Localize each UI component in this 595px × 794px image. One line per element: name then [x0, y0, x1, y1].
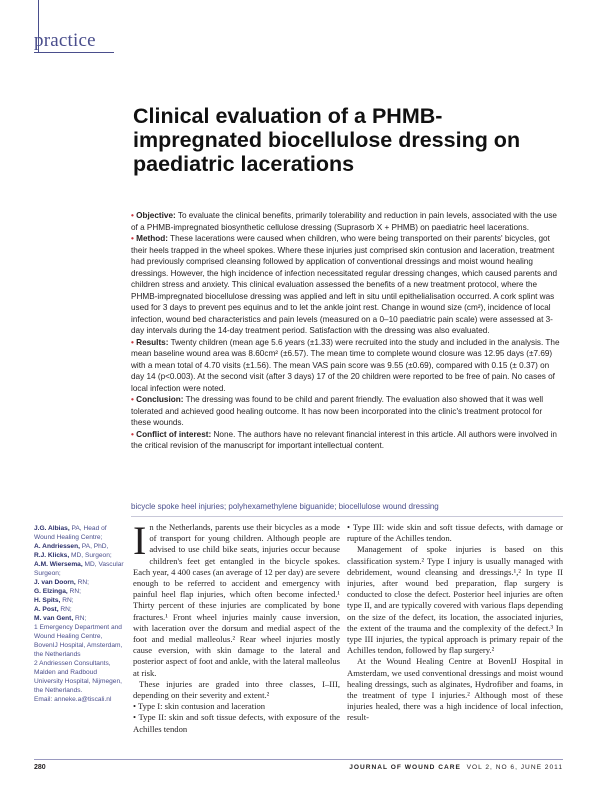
body-column-1: I n the Netherlands, parents use their b…: [133, 518, 340, 735]
keywords: bicycle spoke heel injuries; polyhexamet…: [131, 502, 439, 511]
list-item: • Type II: skin and soft tissue defects,…: [133, 712, 340, 734]
bullet-icon: •: [131, 211, 137, 220]
body-column-2: • Type III: wide skin and soft tissue de…: [347, 522, 563, 724]
footer-rule: [34, 759, 563, 760]
abstract-method: • Method: These lacerations were caused …: [131, 234, 558, 335]
list-item: • Type I: skin contusion and laceration: [133, 701, 266, 712]
author-entry: M. van Gent, RN;: [34, 615, 87, 622]
keywords-rule: [131, 516, 563, 517]
author-email: Email: anneke.a@tiscali.nl: [34, 696, 112, 703]
section-rule: [34, 52, 114, 53]
author-entry: A.M. Wiersema, MD, Vascular Surgeon;: [34, 561, 124, 577]
abstract-conclusion: • Conclusion: The dressing was found to …: [131, 395, 544, 427]
author-entry: J.G. Albias, PA, Head of Wound Healing C…: [34, 525, 107, 541]
bullet-icon: •: [131, 337, 137, 347]
list-item: • Type III: wide skin and soft tissue de…: [347, 522, 563, 544]
abstract-objective: • Objective: To evaluate the clinical be…: [131, 211, 557, 232]
abstract-results: • Results: Twenty children (mean age 5.6…: [131, 337, 560, 393]
author-entry: R.J. Klicks, MD, Surgeon;: [34, 552, 112, 559]
drop-cap: I: [133, 518, 147, 563]
body-paragraph: n the Netherlands, parents use their bic…: [133, 522, 340, 678]
body-paragraph: These injuries are graded into three cla…: [133, 678, 340, 701]
author-entry: G. Elzinga, RN;: [34, 588, 81, 595]
journal-footer: JOURNAL OF WOUND CARE VOL 2, NO 6, JUNE …: [349, 764, 563, 771]
author-entry: J. van Doorn, RN;: [34, 579, 89, 586]
body-paragraph: At the Wound Healing Centre at BovenIJ H…: [347, 656, 563, 723]
affiliation-2: 2 Andriessen Consultants, Malden and Rad…: [34, 660, 122, 694]
author-entry: A. Post, RN;: [34, 606, 72, 613]
bullet-icon: •: [131, 429, 137, 439]
author-entry: A. Andriessen, PA, PhD,: [34, 543, 109, 550]
article-title: Clinical evaluation of a PHMB-impregnate…: [133, 104, 521, 176]
bullet-icon: •: [131, 395, 137, 404]
section-tick-line: [38, 0, 39, 52]
author-entry: H. Spits, RN;: [34, 597, 74, 604]
abstract: • Objective: To evaluate the clinical be…: [131, 210, 563, 452]
section-label: practice: [34, 30, 96, 51]
body-paragraph: Management of spoke injuries is based on…: [347, 544, 563, 656]
page-number: 280: [34, 764, 46, 771]
affiliation-1: 1 Emergency Department and Wound Healing…: [34, 624, 123, 658]
abstract-conflict: • Conflict of interest: None. The author…: [131, 429, 557, 451]
author-list: J.G. Albias, PA, Head of Wound Healing C…: [34, 524, 126, 704]
bullet-icon: •: [131, 234, 137, 243]
